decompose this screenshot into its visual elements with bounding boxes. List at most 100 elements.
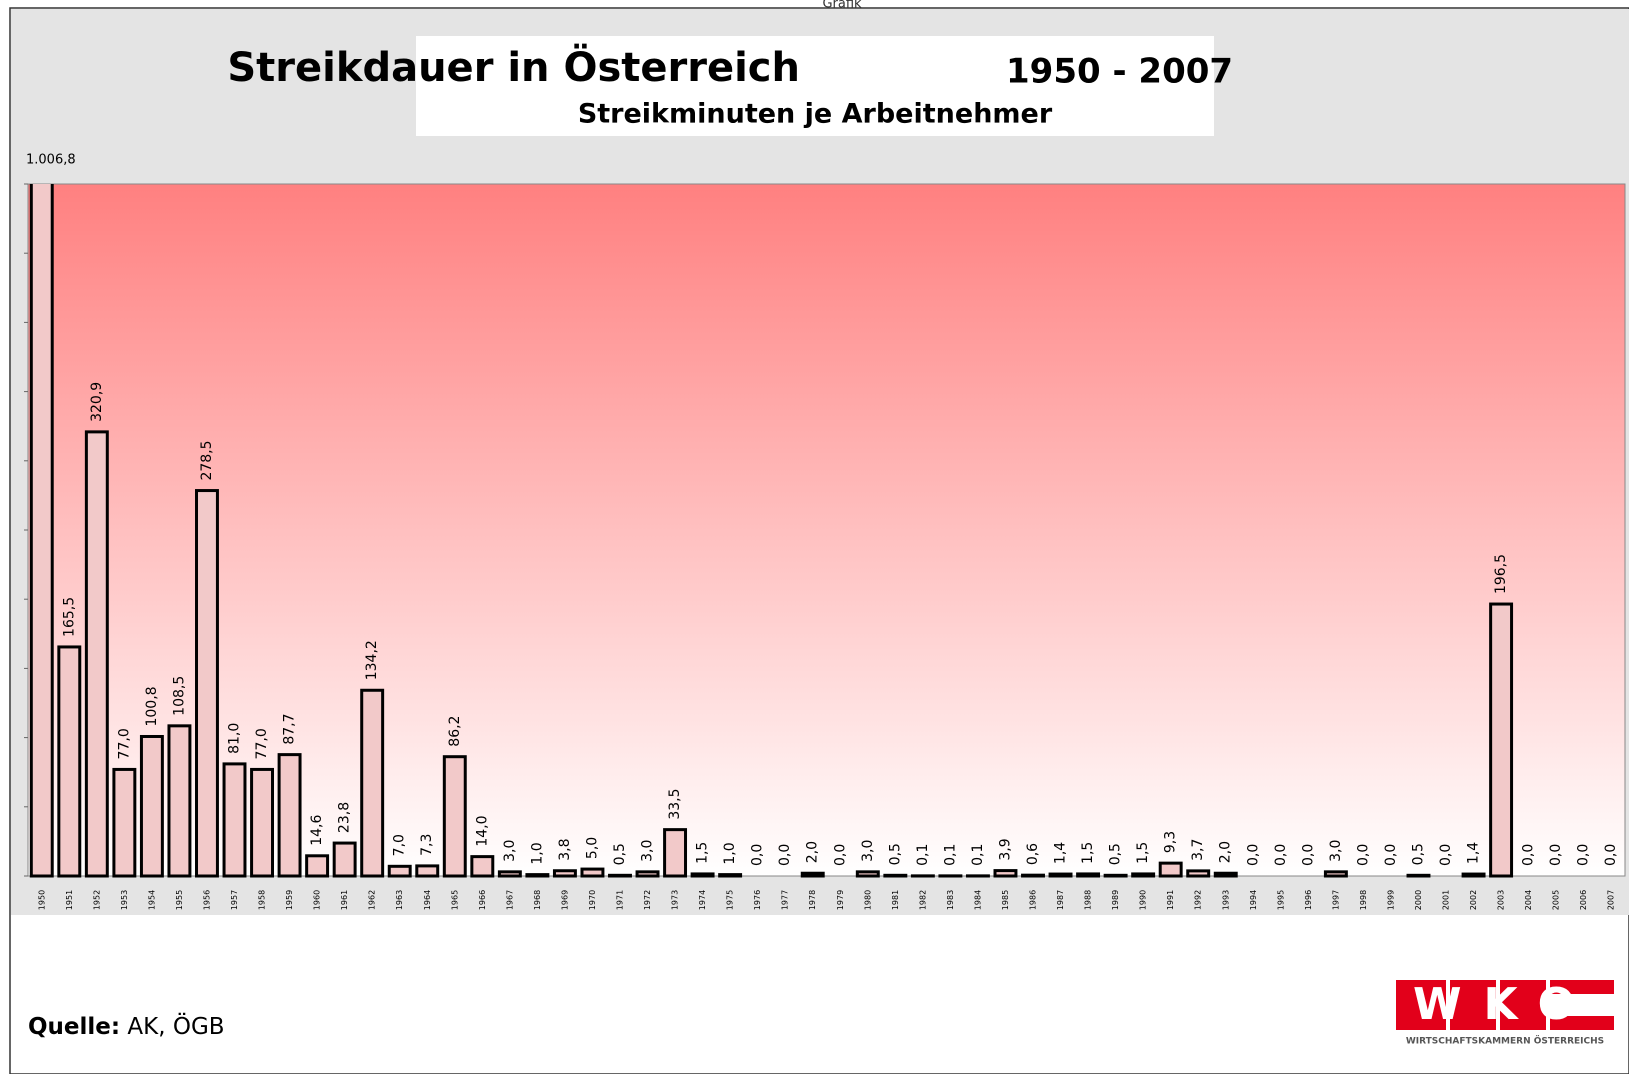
x-tick-label: 1993 <box>1221 890 1230 910</box>
x-tick-label: 2005 <box>1552 890 1561 910</box>
value-label: 3,8 <box>557 838 573 860</box>
value-label: 278,5 <box>199 440 215 480</box>
value-label: 196,5 <box>1493 554 1509 594</box>
bar <box>855 870 880 878</box>
x-tick-label: 1963 <box>395 890 404 910</box>
x-tick-label: 2000 <box>1414 890 1423 910</box>
source-text: AK, ÖGB <box>127 1012 224 1040</box>
value-label: 0,0 <box>1521 844 1537 866</box>
x-tick-label: 1991 <box>1166 890 1175 910</box>
x-tick-label: 1987 <box>1056 890 1065 910</box>
value-label: 0,0 <box>1576 844 1592 866</box>
bar <box>57 645 82 878</box>
value-label: 1,4 <box>1053 842 1069 864</box>
x-tick-label: 2007 <box>1607 890 1616 910</box>
x-tick-label: 1990 <box>1139 890 1148 910</box>
title-box <box>416 36 1214 136</box>
value-label: 0,1 <box>970 844 986 866</box>
title-years: 1950 - 2007 <box>1006 52 1233 92</box>
x-tick-label: 1986 <box>1029 890 1038 910</box>
value-label: 100,8 <box>144 686 160 726</box>
bar <box>167 724 192 878</box>
bar <box>305 854 330 878</box>
bar <box>580 867 605 878</box>
value-label: 0,0 <box>777 844 793 866</box>
logo-caption: WIRTSCHAFTSKAMMERN ÖSTERREICHS <box>1406 1036 1604 1047</box>
value-label: 77,0 <box>254 728 270 759</box>
value-label: 0,0 <box>832 844 848 866</box>
x-tick-label: 1985 <box>1001 890 1010 910</box>
bar <box>525 873 550 878</box>
value-label: 1,5 <box>1080 842 1096 864</box>
value-label: 0,0 <box>1245 844 1261 866</box>
x-tick-label: 1977 <box>781 890 790 910</box>
bar <box>29 184 54 878</box>
x-tick-label: 1970 <box>588 890 597 910</box>
value-label: 3,0 <box>1328 840 1344 862</box>
bar <box>442 755 467 878</box>
x-tick-label: 1966 <box>478 890 487 910</box>
bar <box>1103 873 1128 878</box>
x-tick-label: 1997 <box>1331 890 1340 910</box>
source: Quelle: AK, ÖGB <box>28 1012 225 1040</box>
x-tick-label: 1979 <box>836 890 845 910</box>
value-label: 0,5 <box>612 843 628 865</box>
x-tick-label: 1972 <box>643 890 652 910</box>
x-tick-label: 1964 <box>423 890 432 910</box>
bar <box>250 767 275 878</box>
bar <box>690 872 715 878</box>
value-label: 1.006,8 <box>26 153 76 168</box>
bar <box>663 828 688 878</box>
x-tick-label: 1971 <box>615 890 624 910</box>
bar <box>222 762 247 878</box>
value-label: 14,0 <box>474 815 490 846</box>
x-tick-label: 1995 <box>1276 890 1285 910</box>
value-label: 0,0 <box>1300 844 1316 866</box>
bar <box>277 753 302 878</box>
bar <box>1213 871 1238 878</box>
x-tick-label: 1956 <box>202 890 211 910</box>
value-label: 3,0 <box>640 840 656 862</box>
x-tick-label: 1957 <box>230 890 239 910</box>
logo: WKO WIRTSCHAFTSKAMMERN ÖSTERREICHS <box>1396 979 1614 1047</box>
bar <box>1406 873 1431 878</box>
value-label: 1,4 <box>1466 842 1482 864</box>
bar <box>84 430 109 878</box>
value-label: 1,0 <box>722 842 738 864</box>
bar <box>883 873 908 878</box>
value-label: 1,0 <box>529 842 545 864</box>
x-tick-label: 1962 <box>368 890 377 910</box>
x-tick-label: 1978 <box>808 890 817 910</box>
bar <box>635 870 660 878</box>
value-label: 3,9 <box>997 838 1013 860</box>
value-label: 0,0 <box>1273 844 1289 866</box>
value-label: 14,6 <box>309 815 325 846</box>
x-tick-label: 2004 <box>1524 890 1533 910</box>
value-label: 3,0 <box>502 840 518 862</box>
x-tick-label: 1968 <box>533 890 542 910</box>
bar <box>993 869 1018 878</box>
x-tick-label: 1983 <box>946 890 955 910</box>
chart-title: Streikdauer in Österreich <box>227 43 800 91</box>
x-tick-label: 2001 <box>1442 890 1451 910</box>
bars <box>29 184 1514 878</box>
value-label: 33,5 <box>667 788 683 819</box>
bar <box>415 864 440 878</box>
source-label: Quelle: <box>28 1014 120 1040</box>
value-label: 0,5 <box>887 843 903 865</box>
value-label: 0,0 <box>1355 844 1371 866</box>
bar <box>1131 872 1156 878</box>
header: Grafik <box>822 0 862 12</box>
value-label: 81,0 <box>227 723 243 754</box>
value-label: 87,7 <box>282 713 298 744</box>
value-label: 7,3 <box>419 834 435 856</box>
value-label: 86,2 <box>447 716 463 747</box>
x-tick-label: 1953 <box>120 890 129 910</box>
bar <box>1048 872 1073 878</box>
value-label: 3,7 <box>1190 839 1206 861</box>
bar <box>1489 602 1514 878</box>
value-label: 1,5 <box>1135 842 1151 864</box>
bar <box>800 871 825 878</box>
bar <box>195 489 219 878</box>
